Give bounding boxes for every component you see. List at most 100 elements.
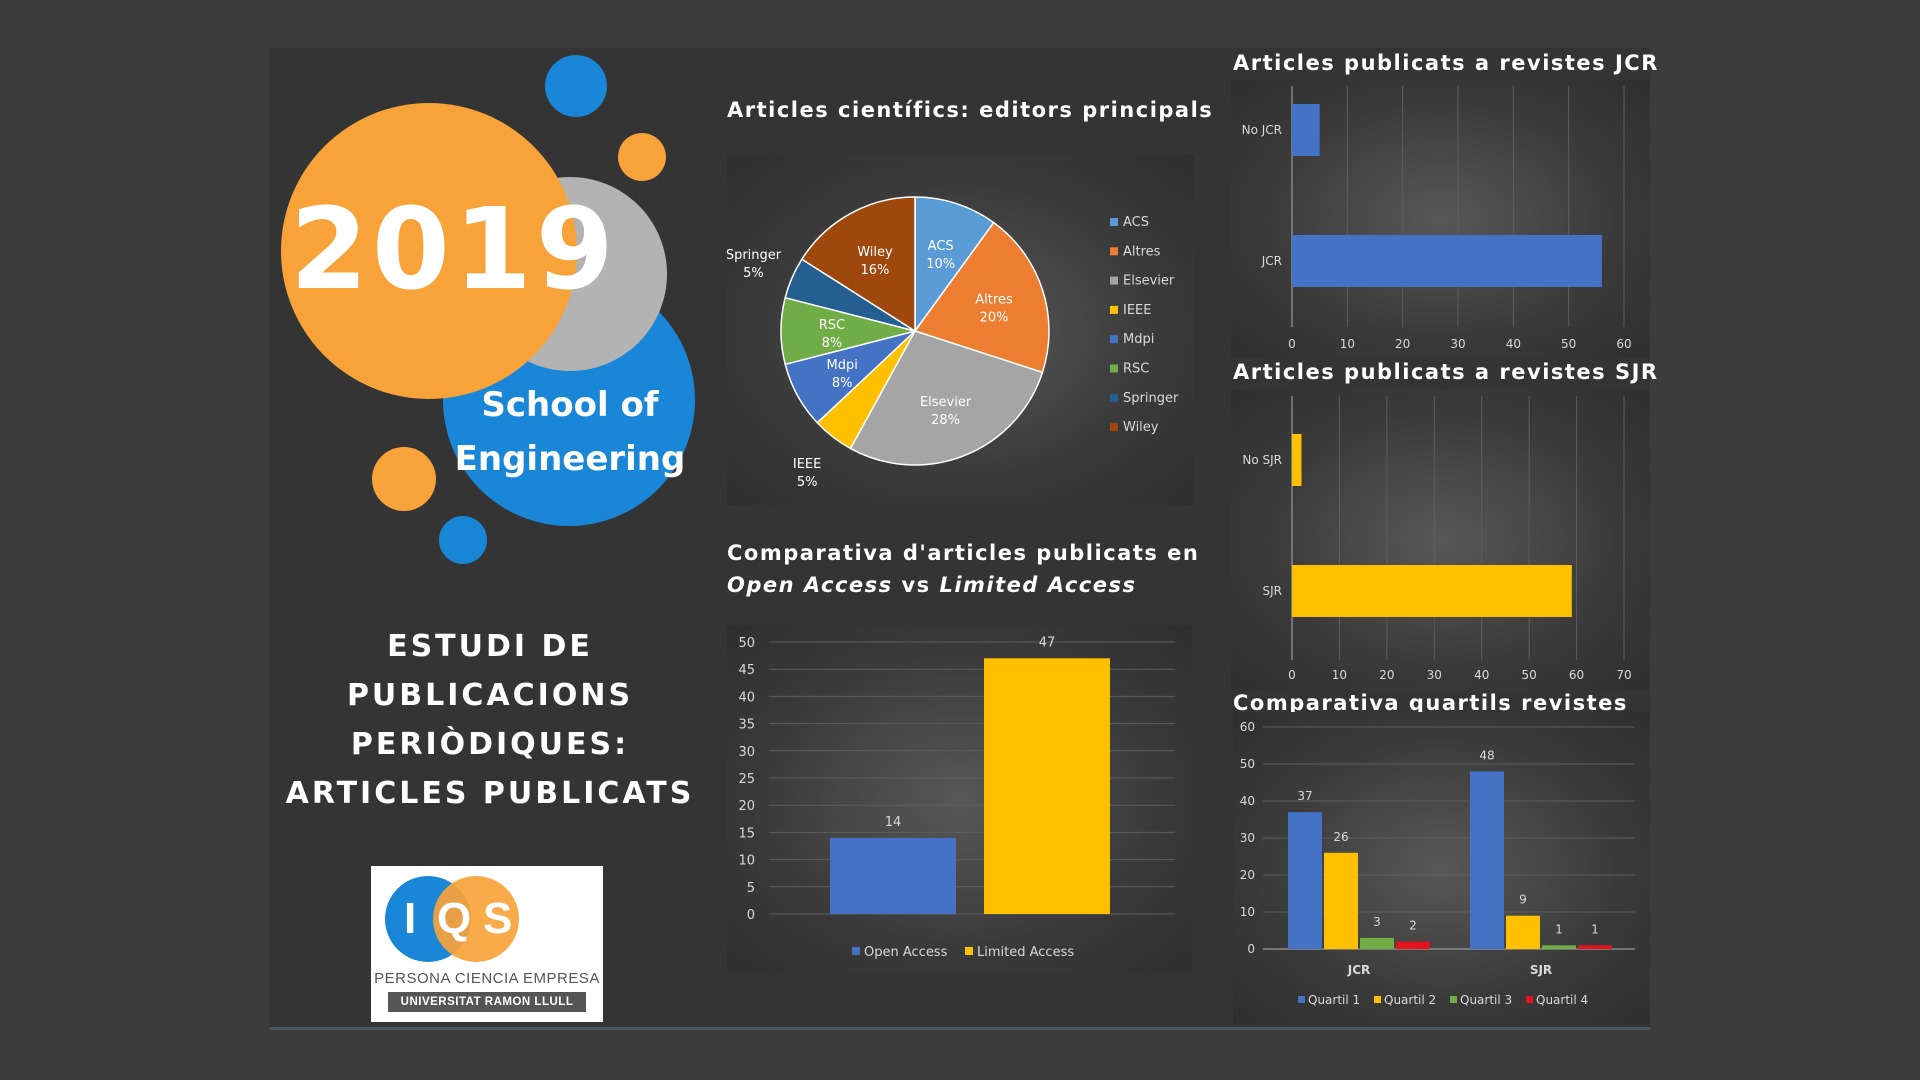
access-ytick-20: 20 bbox=[738, 799, 755, 814]
jcr-xtick-20: 20 bbox=[1395, 337, 1410, 351]
quartiles-legend-label-4: Quartil 4 bbox=[1536, 993, 1588, 1007]
decorative-circle-orange-small-top bbox=[618, 133, 666, 181]
decorative-circle-orange-small-bottom bbox=[372, 447, 436, 511]
jcr-category-jcr: JCR bbox=[1261, 254, 1282, 268]
pie-chart: ACS 10% Altres 20% Elsevier 28% IEEE 5% Mdpi 8% RS… bbox=[726, 196, 1179, 490]
school-name: School of Engineering bbox=[450, 378, 690, 486]
decorative-circle-blue-small-top bbox=[545, 55, 607, 117]
sjr-category-sjr: SJR bbox=[1263, 584, 1283, 598]
quartiles-bar-sjr-q1 bbox=[1470, 771, 1504, 949]
jcr-bar-no-jcr bbox=[1292, 104, 1320, 156]
pie-label-ieee: IEEE bbox=[793, 457, 821, 472]
sjr-xtick-50: 50 bbox=[1522, 668, 1537, 682]
pie-label-altres: Altres bbox=[975, 292, 1013, 307]
access-ytick-50: 50 bbox=[738, 636, 755, 651]
pie-legend-swatch-acs bbox=[1110, 218, 1118, 226]
quartiles-bar-sjr-q2 bbox=[1506, 915, 1540, 949]
access-data-label-1: 47 bbox=[1039, 635, 1056, 650]
study-title: ESTUDI DE PUBLICACIONS PERIÒDIQUES: ARTI… bbox=[270, 622, 710, 818]
quartiles-ytick-40: 40 bbox=[1240, 794, 1255, 808]
quartiles-data-label-jcr-q4: 2 bbox=[1409, 919, 1417, 933]
pie-legend-swatch-ieee bbox=[1110, 305, 1118, 314]
quartiles-category-sjr: SJR bbox=[1530, 963, 1552, 977]
sjr-xtick-60: 60 bbox=[1569, 668, 1584, 682]
jcr-xtick-0: 0 bbox=[1288, 337, 1296, 351]
access-ytick-10: 10 bbox=[738, 854, 755, 869]
pie-slice-acs bbox=[914, 196, 995, 334]
pie-legend-label-mdpi: Mdpi bbox=[1123, 332, 1154, 347]
logo-circle-orange bbox=[433, 876, 519, 962]
quartiles-legend-swatch-1 bbox=[1298, 996, 1305, 1003]
study-title-line-3: PERIÒDIQUES: bbox=[350, 727, 630, 762]
access-title-vs: vs bbox=[892, 573, 940, 597]
access-ytick-35: 35 bbox=[738, 718, 755, 733]
jcr-xtick-50: 50 bbox=[1561, 337, 1576, 351]
access-ytick-0: 0 bbox=[747, 908, 755, 923]
access-data-label-0: 14 bbox=[885, 815, 902, 830]
access-legend-label-1: Limited Access bbox=[977, 945, 1074, 960]
sjr-category-no-sjr: No SJR bbox=[1242, 453, 1282, 467]
pie-value-mdpi: 8% bbox=[832, 376, 853, 391]
bottom-divider bbox=[270, 1027, 1650, 1030]
year-heading: 2019 bbox=[290, 185, 618, 315]
pie-label-mdpi: Mdpi bbox=[827, 358, 858, 373]
pie-value-elsevier: 28% bbox=[931, 413, 960, 428]
access-title-line-1: Comparativa d'articles publicats en bbox=[727, 541, 1200, 565]
pie-chart-title: Articles científics: editors principals bbox=[727, 98, 1214, 122]
pie-legend-swatch-wiley bbox=[1110, 423, 1118, 432]
quartiles-chart-title: Comparativa quartils revistes bbox=[1233, 691, 1628, 715]
pie-value-wiley: 16% bbox=[861, 263, 890, 278]
access-legend-swatch-0 bbox=[852, 947, 860, 955]
quartiles-data-label-sjr-q3: 1 bbox=[1555, 922, 1563, 936]
pie-legend-label-acs: ACS bbox=[1123, 215, 1149, 230]
quartiles-data-label-jcr-q3: 3 bbox=[1373, 915, 1381, 929]
quartiles-legend-swatch-3 bbox=[1450, 996, 1457, 1003]
quartiles-legend-label-1: Quartil 1 bbox=[1308, 993, 1360, 1007]
quartiles-data-label-sjr-q1: 48 bbox=[1479, 748, 1494, 762]
sjr-xtick-40: 40 bbox=[1474, 668, 1489, 682]
quartiles-legend-swatch-2 bbox=[1374, 996, 1381, 1003]
jcr-chart-box: 0 10 20 30 40 50 60 No JCR JCR bbox=[1231, 80, 1650, 358]
jcr-bar-jcr bbox=[1292, 235, 1602, 287]
pie-chart-box: ACS 10% Altres 20% Elsevier 28% IEEE 5% Mdpi 8% RS… bbox=[726, 155, 1194, 505]
quartiles-data-label-sjr-q2: 9 bbox=[1519, 893, 1527, 907]
quartiles-legend-label-2: Quartil 2 bbox=[1384, 993, 1436, 1007]
quartiles-ytick-50: 50 bbox=[1240, 757, 1255, 771]
access-legend-label-0: Open Access bbox=[864, 945, 948, 960]
access-ytick-45: 45 bbox=[738, 663, 755, 678]
quartiles-legend-label-3: Quartil 3 bbox=[1460, 993, 1512, 1007]
school-line-1: School of bbox=[481, 385, 659, 425]
access-ytick-5: 5 bbox=[747, 881, 755, 896]
jcr-xtick-40: 40 bbox=[1506, 337, 1521, 351]
pie-legend-swatch-elsevier bbox=[1110, 276, 1118, 285]
pie-label-wiley: Wiley bbox=[857, 245, 893, 260]
iqs-logo: I Q S PERSONA CIENCIA EMPRESA UNIVERSITA… bbox=[371, 866, 603, 1022]
access-title-open: Open Access bbox=[727, 573, 893, 597]
pie-label-elsevier: Elsevier bbox=[920, 395, 972, 410]
quartiles-bar-sjr-q4 bbox=[1578, 945, 1612, 949]
sjr-xtick-20: 20 bbox=[1379, 668, 1394, 682]
pie-legend-swatch-mdpi bbox=[1110, 335, 1118, 344]
quartiles-category-jcr: JCR bbox=[1347, 963, 1371, 977]
pie-value-rsc: 8% bbox=[822, 336, 843, 351]
sjr-bar-no-sjr bbox=[1292, 434, 1302, 486]
pie-value-acs: 10% bbox=[926, 257, 955, 272]
quartiles-bar-jcr-q1 bbox=[1288, 812, 1322, 949]
pie-label-springer: Springer bbox=[727, 248, 782, 263]
quartiles-ytick-60: 60 bbox=[1240, 720, 1255, 734]
quartiles-data-label-sjr-q4: 1 bbox=[1591, 922, 1599, 936]
quartiles-ytick-0: 0 bbox=[1247, 942, 1255, 956]
pie-value-ieee: 5% bbox=[797, 475, 818, 490]
pie-legend-label-springer: Springer bbox=[1123, 391, 1179, 406]
pie-slice-altres bbox=[913, 221, 1050, 374]
pie-legend-label-wiley: Wiley bbox=[1123, 420, 1159, 435]
logo-letter-q: Q bbox=[437, 894, 472, 943]
sjr-xtick-30: 30 bbox=[1427, 668, 1442, 682]
study-title-line-2: PUBLICACIONS bbox=[346, 678, 634, 713]
access-chart-title: Comparativa d'articles publicats en Open… bbox=[727, 537, 1199, 601]
logo-letter-i: I bbox=[404, 894, 417, 943]
access-ytick-30: 30 bbox=[738, 745, 755, 760]
access-ytick-25: 25 bbox=[738, 772, 755, 787]
access-ytick-40: 40 bbox=[738, 690, 755, 705]
pie-legend-label-ieee: IEEE bbox=[1123, 303, 1151, 318]
